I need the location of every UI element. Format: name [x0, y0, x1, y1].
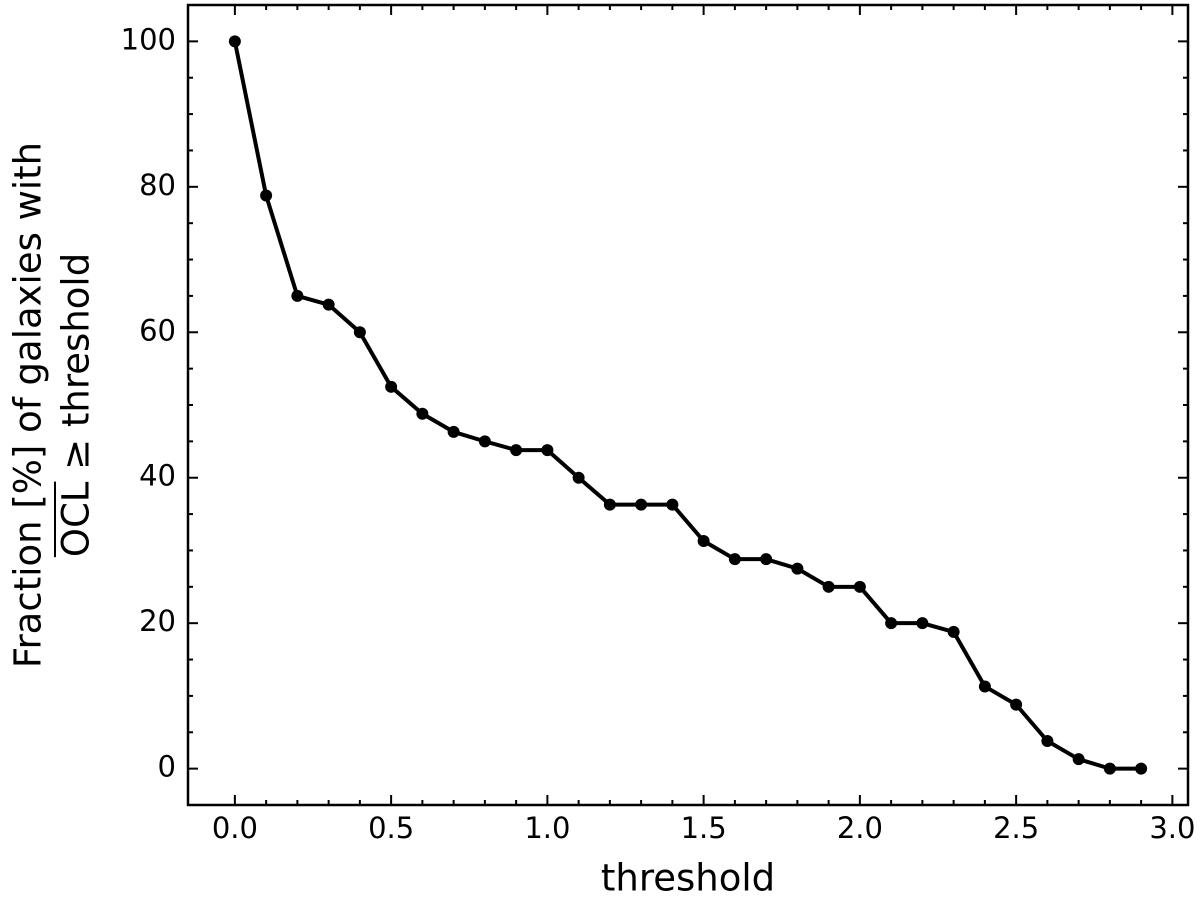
point — [291, 289, 304, 302]
point — [1010, 698, 1023, 711]
point — [822, 580, 835, 593]
plot-frame — [186, 3, 1190, 807]
point — [1103, 762, 1116, 775]
point — [697, 535, 710, 547]
point — [1072, 753, 1085, 766]
x-tick-label: 2.0 — [837, 811, 883, 845]
point — [635, 498, 648, 511]
y-tick-label: 20 — [139, 604, 176, 638]
point — [1135, 762, 1148, 775]
y-tick-label: 60 — [139, 313, 176, 347]
point — [728, 553, 741, 566]
x-axis-label: threshold — [601, 857, 775, 897]
point — [666, 498, 679, 511]
x-tick-label: 3.0 — [1149, 811, 1195, 845]
point — [353, 326, 366, 339]
point — [228, 35, 241, 48]
point — [260, 189, 273, 202]
point — [572, 471, 585, 484]
point — [603, 498, 616, 511]
point — [416, 407, 429, 420]
y-axis-label-line: OCL ≥ threshold — [55, 253, 98, 557]
point — [853, 580, 866, 593]
y-tick-label: 40 — [139, 459, 176, 493]
y-axis-label: Fraction [%] of galaxies with OCL ≥ thre… — [7, 142, 98, 668]
point — [510, 444, 523, 457]
point — [478, 435, 491, 448]
y-tick-label: 100 — [121, 22, 176, 56]
point — [916, 617, 929, 630]
x-tick-label: 0.0 — [212, 811, 258, 845]
point — [322, 298, 335, 311]
series-line — [232, 40, 1142, 771]
x-tick-label: 1.0 — [524, 811, 570, 845]
point — [885, 617, 898, 630]
point — [760, 553, 773, 566]
x-tick-label: 0.5 — [368, 811, 414, 845]
point — [978, 680, 991, 693]
point — [947, 625, 960, 638]
point — [541, 444, 554, 457]
point — [385, 380, 398, 393]
x-tick-label: 1.5 — [681, 811, 727, 845]
x-tick-label: 2.5 — [993, 811, 1039, 845]
y-axis-label-line: Fraction [%] of galaxies with — [7, 142, 50, 668]
y-tick-label: 80 — [139, 168, 176, 202]
point — [1041, 735, 1054, 747]
point — [447, 425, 460, 438]
y-tick-label: 0 — [158, 750, 176, 784]
point — [791, 562, 804, 575]
